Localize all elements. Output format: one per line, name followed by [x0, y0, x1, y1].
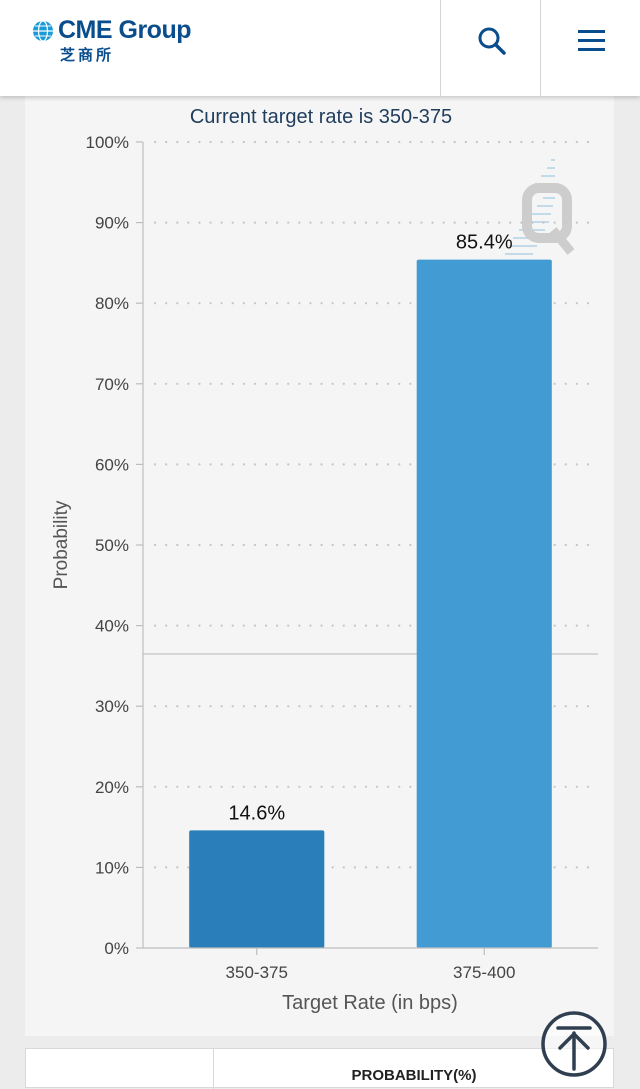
y-tick-label: 50% — [95, 536, 129, 555]
x-axis-label: Target Rate (in bps) — [282, 992, 458, 1014]
y-tick-label: 10% — [95, 858, 129, 877]
y-tick-label: 40% — [95, 617, 129, 636]
scroll-to-top-button[interactable] — [541, 1011, 607, 1077]
menu-button[interactable] — [540, 0, 640, 96]
x-tick-label: 375-400 — [453, 963, 515, 982]
x-tick-labels: 350-375 375-400 — [226, 948, 515, 982]
bars — [189, 259, 552, 948]
cme-group-logo[interactable]: CME Group 芝商所 — [30, 16, 220, 66]
bar-value-label: 85.4% — [456, 232, 513, 254]
probability-bar-chart: 14.6% 85.4% 0% 10% 20% 30% 40% 50% 60% 70% 80% 90%… — [51, 106, 600, 1014]
table-header-cell-empty — [26, 1049, 214, 1089]
chart-panel: 14.6% 85.4% 0% 10% 20% 30% 40% 50% 60% 70% 80% 90%… — [25, 80, 614, 1036]
arrow-up-circle-icon — [541, 1011, 607, 1077]
grid-lines — [153, 140, 600, 869]
search-button[interactable] — [440, 0, 540, 96]
x-tick-label: 350-375 — [226, 963, 288, 982]
brand-sub: 芝商所 — [60, 47, 115, 64]
y-tick-label: 20% — [95, 778, 129, 797]
y-tick-label: 100% — [86, 133, 129, 152]
chart-title: Current target rate is 350-375 — [190, 106, 452, 128]
search-icon — [478, 27, 506, 55]
y-tick-labels: 0% 10% 20% 30% 40% 50% 60% 70% 80% 90% 100% — [86, 133, 143, 958]
hamburger-menu-icon — [578, 30, 605, 51]
y-tick-label: 60% — [95, 455, 129, 474]
y-tick-label: 70% — [95, 375, 129, 394]
y-tick-label: 90% — [95, 214, 129, 233]
watermark-q-logo — [505, 159, 575, 255]
globe-icon — [33, 20, 53, 42]
bar-375-400[interactable] — [416, 259, 552, 948]
y-tick-label: 80% — [95, 294, 129, 313]
brand-name: CME Group — [58, 16, 192, 44]
bar-value-label: 14.6% — [228, 802, 285, 824]
y-tick-label: 0% — [104, 939, 129, 958]
value-labels: 14.6% 85.4% — [228, 232, 512, 825]
site-header: CME Group 芝商所 — [0, 0, 640, 96]
probability-table-header: PROBABILITY(%) — [25, 1048, 614, 1089]
y-axis-label: Probability — [51, 500, 72, 589]
bar-350-375[interactable] — [189, 830, 325, 948]
y-tick-label: 30% — [95, 697, 129, 716]
